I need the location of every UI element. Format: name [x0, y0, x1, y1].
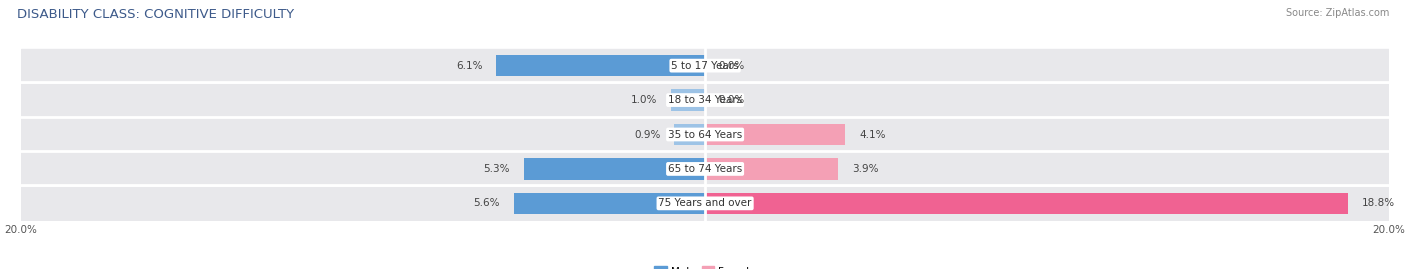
- Text: 35 to 64 Years: 35 to 64 Years: [668, 129, 742, 140]
- Text: 3.9%: 3.9%: [852, 164, 879, 174]
- Bar: [21, 49, 1389, 82]
- Text: 6.1%: 6.1%: [457, 61, 482, 71]
- Bar: [706, 124, 845, 145]
- Bar: [21, 187, 1389, 220]
- Text: Source: ZipAtlas.com: Source: ZipAtlas.com: [1285, 8, 1389, 18]
- Bar: [21, 84, 1389, 116]
- Text: 18 to 34 Years: 18 to 34 Years: [668, 95, 742, 105]
- Bar: [524, 158, 706, 180]
- Bar: [21, 153, 1389, 185]
- Text: 0.0%: 0.0%: [718, 61, 745, 71]
- Text: 18.8%: 18.8%: [1362, 198, 1395, 208]
- Text: 1.0%: 1.0%: [631, 95, 657, 105]
- Bar: [706, 158, 838, 180]
- Bar: [513, 193, 706, 214]
- Bar: [671, 89, 706, 111]
- Bar: [496, 55, 706, 76]
- Bar: [706, 193, 1348, 214]
- Legend: Male, Female: Male, Female: [650, 262, 761, 269]
- Text: 4.1%: 4.1%: [859, 129, 886, 140]
- Bar: [675, 124, 706, 145]
- Text: 5.6%: 5.6%: [474, 198, 501, 208]
- Text: 5.3%: 5.3%: [484, 164, 510, 174]
- Text: 65 to 74 Years: 65 to 74 Years: [668, 164, 742, 174]
- Text: DISABILITY CLASS: COGNITIVE DIFFICULTY: DISABILITY CLASS: COGNITIVE DIFFICULTY: [17, 8, 294, 21]
- Text: 5 to 17 Years: 5 to 17 Years: [671, 61, 740, 71]
- Text: 75 Years and over: 75 Years and over: [658, 198, 752, 208]
- Bar: [21, 118, 1389, 151]
- Text: 0.9%: 0.9%: [634, 129, 661, 140]
- Text: 0.0%: 0.0%: [718, 95, 745, 105]
